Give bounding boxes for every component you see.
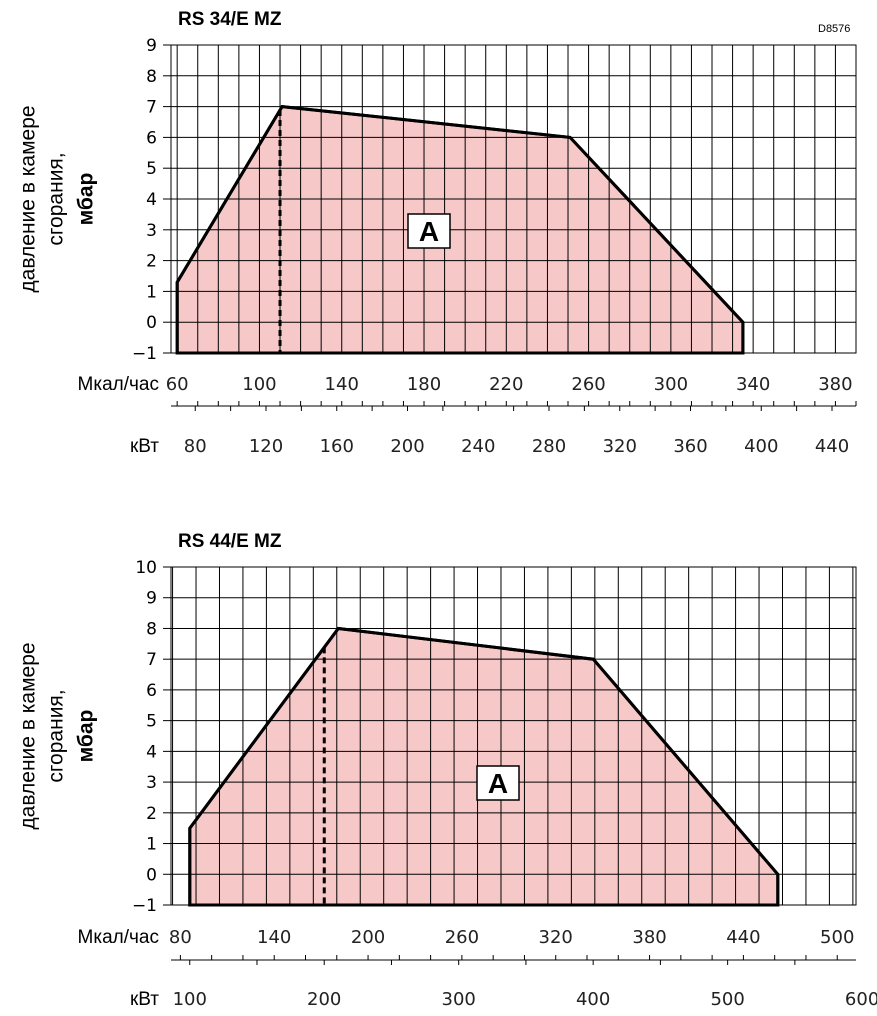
x-tick-label-mcal: 380 <box>632 927 666 948</box>
x-unit-mcal: Мкал/час <box>78 374 159 395</box>
operating-range-outline <box>175 105 745 355</box>
y-axis-label-unit: мбар <box>74 710 97 763</box>
x-tick-label-kw: 600 <box>845 989 877 1010</box>
y-axis-label-line2: сгорания, <box>44 689 67 782</box>
y-tick-label: −1 <box>132 896 157 916</box>
y-tick-label: 3 <box>146 773 157 793</box>
x-tick-label-mcal: 340 <box>736 374 770 395</box>
y-tick-label: 6 <box>146 128 157 148</box>
y-tick-label: 0 <box>146 865 157 885</box>
x-unit-kw: кВт <box>130 989 159 1010</box>
x-unit-kw: кВт <box>130 436 159 457</box>
y-tick-label: 2 <box>146 804 157 824</box>
x-tick-label-kw: 300 <box>442 989 476 1010</box>
y-tick-label: 8 <box>146 67 157 87</box>
y-tick-label: 7 <box>146 650 157 670</box>
chart-rs44: RS 44/E MZ давление в камере сгорания, мбар… <box>16 531 877 1010</box>
x-tick-label-kw: 400 <box>744 436 778 457</box>
x-tick-label-mcal: 100 <box>242 374 276 395</box>
y-tick-label: 4 <box>146 190 157 210</box>
region-label: A <box>488 768 508 799</box>
x-tick-label-kw: 440 <box>815 436 849 457</box>
chart-title: RS 34/E MZ <box>178 9 282 30</box>
x-tick-label-kw: 400 <box>576 989 610 1010</box>
x-tick-label-kw: 100 <box>173 989 207 1010</box>
drawing-code: D8576 <box>818 23 850 35</box>
region-label-box <box>407 213 451 249</box>
y-tick-label: 5 <box>146 712 157 732</box>
y-tick-label: 4 <box>146 742 157 762</box>
x-tick-label-kw: 120 <box>249 436 283 457</box>
y-tick-label: 3 <box>146 221 157 241</box>
x-tick-label-mcal: 220 <box>489 374 523 395</box>
y-axis-label-unit: мбар <box>74 173 97 226</box>
x-tick-label-kw: 360 <box>673 436 707 457</box>
chart-title: RS 44/E MZ <box>178 531 282 552</box>
y-tick-label: 1 <box>146 282 157 302</box>
x-tick-label-kw: 200 <box>390 436 424 457</box>
x-tick-label-kw: 80 <box>184 436 207 457</box>
y-tick-label: 10 <box>135 558 157 578</box>
y-axis-label-line1: давление в камере <box>16 105 39 292</box>
y-tick-label: 9 <box>146 36 157 56</box>
x-tick-label-kw: 320 <box>603 436 637 457</box>
x-unit-mcal: Мкал/час <box>78 927 159 948</box>
x-tick-label-mcal: 200 <box>351 927 385 948</box>
x-tick-label-mcal: 500 <box>820 927 854 948</box>
y-tick-label: 0 <box>146 313 157 333</box>
y-tick-label: 8 <box>146 619 157 639</box>
y-tick-label: 1 <box>146 835 157 855</box>
y-axis-label-line2: сгорания, <box>44 152 67 245</box>
x-tick-label-mcal: 80 <box>169 927 192 948</box>
x-tick-label-mcal: 440 <box>726 927 760 948</box>
y-tick-label: 2 <box>146 252 157 272</box>
y-tick-label: −1 <box>132 344 157 364</box>
chart-rs34: RS 34/E MZ давление в камере сгорания, мбар… <box>16 9 857 457</box>
x-tick-label-kw: 160 <box>320 436 354 457</box>
operating-range-outline <box>188 626 780 907</box>
region-label: A <box>419 216 439 247</box>
y-axis-label-line1: давление в камере <box>16 642 39 829</box>
x-tick-label-kw: 280 <box>532 436 566 457</box>
x-tick-label-mcal: 260 <box>445 927 479 948</box>
region-label-box <box>476 765 520 801</box>
x-tick-label-mcal: 140 <box>325 374 359 395</box>
x-tick-label-kw: 200 <box>307 989 341 1010</box>
x-tick-label-kw: 240 <box>461 436 495 457</box>
x-tick-label-mcal: 180 <box>407 374 441 395</box>
y-tick-label: 9 <box>146 589 157 609</box>
y-tick-label: 6 <box>146 681 157 701</box>
x-tick-label-mcal: 380 <box>818 374 852 395</box>
x-tick-label-mcal: 260 <box>571 374 605 395</box>
x-tick-label-kw: 500 <box>710 989 744 1010</box>
y-tick-label: 7 <box>146 98 157 118</box>
x-tick-label-mcal: 140 <box>257 927 291 948</box>
x-tick-label-mcal: 320 <box>539 927 573 948</box>
x-tick-label-mcal: 60 <box>166 374 189 395</box>
x-tick-label-mcal: 300 <box>654 374 688 395</box>
y-tick-label: 5 <box>146 159 157 179</box>
